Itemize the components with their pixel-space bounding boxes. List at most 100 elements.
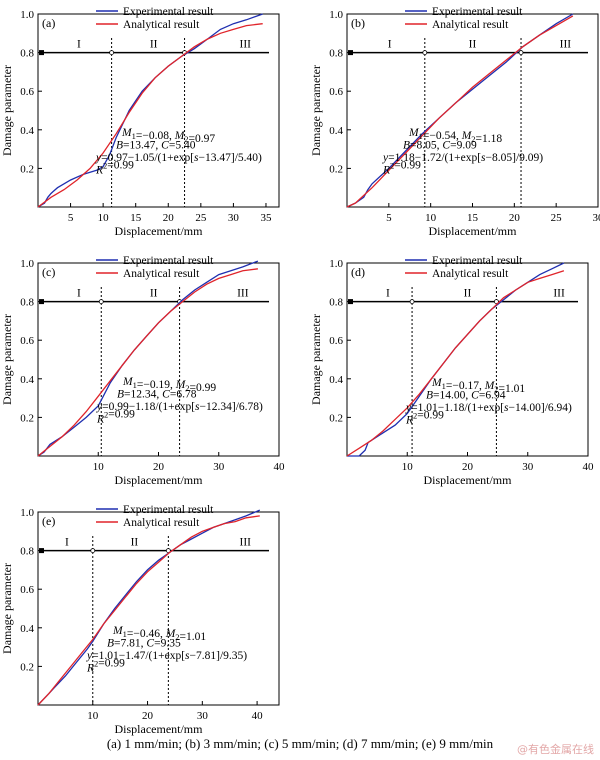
fit-annotation: R2=0.99 [382,160,421,177]
legend-label: Analytical result [123,517,200,529]
y-tick-label: 0.2 [329,163,343,175]
x-axis-label: Displacement/mm [115,224,204,238]
analytical-series [346,15,574,208]
analytical-series [346,270,565,457]
boundary-marker [98,299,104,305]
x-axis-label: Displacement/mm [115,473,204,487]
stage-label: III [240,39,252,51]
x-tick-label: 10 [98,212,110,224]
stage-label: II [464,288,472,300]
fit-annotation: y=1.01−1.47/(1+exp[s−7.81]/9.35) [86,650,247,662]
threshold-marker [39,548,44,554]
x-axis-label: Displacement/mm [115,722,204,736]
y-axis-label: Damage parameter [309,65,323,156]
fit-annotation: y=0.99−1.18/(1+exp[s−12.34]/6.78) [96,401,263,413]
watermark: @有色金属在线 [517,743,594,756]
fit-annotation: y=0.97−1.05/(1+exp[s−13.47]/5.40) [95,152,262,164]
y-tick-label: 0.6 [20,86,34,98]
fit-annotation: B=8.05, C=9.09 [403,140,477,152]
x-tick-label: 30 [228,212,240,224]
stage-label: I [388,39,392,51]
panel-label: (d) [351,265,365,279]
experimental-series [37,13,263,208]
fit-annotation: B=13.47, C=5.40 [116,140,196,152]
plot-frame [37,511,280,706]
x-tick-label: 10 [425,212,437,224]
stage-label: II [469,39,477,51]
experimental-series [37,509,261,706]
panel-label: (a) [42,16,55,30]
legend-label: Analytical result [432,19,509,31]
y-tick-label: 0.8 [329,48,343,60]
boundary-marker [494,299,499,305]
x-tick-label: 15 [467,212,479,224]
threshold-marker [348,50,353,56]
y-axis-label: Damage parameter [309,314,323,405]
x-axis-label: Displacement/mm [424,473,513,487]
legend-label: Experimental result [432,255,523,267]
x-tick-label: 20 [142,710,154,722]
x-tick-label: 30 [593,212,600,224]
y-tick-label: 0.4 [20,623,34,635]
x-tick-label: 10 [93,461,105,473]
fit-annotation: B=7.81, C=9.35 [107,638,181,650]
y-axis-label: Damage parameter [0,314,14,405]
y-tick-label: 0.8 [20,297,34,309]
y-tick-label: 1.0 [20,507,34,519]
x-tick-label: 20 [462,461,474,473]
y-tick-label: 0.2 [20,661,34,673]
x-tick-label: 25 [195,212,207,224]
stage-label: II [150,39,158,51]
y-tick-label: 1.0 [329,9,343,21]
fit-annotation: R2=0.99 [86,658,125,675]
chart-panel-1: 0.2 0.4 0.6 0.8 1.0 5 10 15 20 25 30 35 Displacement… [0,6,280,238]
y-tick-label: 0.4 [20,125,34,137]
legend-label: Experimental result [432,6,523,18]
x-tick-label: 20 [509,212,521,224]
panel-label: (c) [42,265,55,279]
stage-label: II [150,288,158,300]
legend-label: Experimental result [123,6,214,18]
legend-label: Analytical result [123,268,200,280]
legend-label: Analytical result [123,19,200,31]
chart-panel-3: 0.2 0.4 0.6 0.8 1.0 10 20 30 40 Displacement/mm Da… [0,255,285,487]
x-tick-label: 40 [274,461,286,473]
stage-label: I [77,288,81,300]
x-tick-label: 5 [68,212,74,224]
y-tick-label: 0.4 [329,374,343,386]
analytical-series [37,23,263,208]
y-tick-label: 0.4 [329,125,343,137]
x-tick-label: 40 [252,710,264,722]
y-tick-label: 0.2 [20,412,34,424]
y-tick-label: 0.8 [20,546,34,558]
fit-annotation: M1=−0.08, M2=0.97 [121,127,215,145]
fit-annotation: R2=0.99 [96,409,135,426]
plot-frame [37,13,280,208]
y-tick-label: 1.0 [20,258,34,270]
y-tick-label: 0.4 [20,374,34,386]
x-tick-label: 30 [522,461,534,473]
experimental-series [347,262,565,457]
legend-label: Analytical result [432,268,509,280]
y-tick-label: 0.6 [329,86,343,98]
x-tick-label: 10 [402,461,414,473]
threshold-marker [39,50,44,56]
legend-label: Experimental result [123,255,214,267]
x-tick-label: 35 [260,212,272,224]
stage-label: III [237,288,249,300]
boundary-marker [109,50,115,55]
fit-annotation: M1=−0.19, M2=0.99 [122,376,216,394]
y-tick-label: 0.8 [329,297,343,309]
fit-annotation: R2=0.99 [95,160,134,177]
experimental-series [37,260,259,457]
stage-label: I [65,537,69,549]
x-tick-label: 30 [213,461,225,473]
boundary-marker [90,548,96,553]
y-tick-label: 0.6 [20,335,34,347]
x-tick-label: 25 [551,212,563,224]
stage-label: I [77,39,81,51]
chart-panel-4: 0.2 0.4 0.6 0.8 1.0 10 20 30 40 Displacement/mm Da… [309,255,594,487]
stage-label: III [553,288,565,300]
fit-annotation: y=1.18−1.72/(1+exp[s−8.05]/9.09) [382,152,543,164]
y-tick-label: 1.0 [20,9,34,21]
